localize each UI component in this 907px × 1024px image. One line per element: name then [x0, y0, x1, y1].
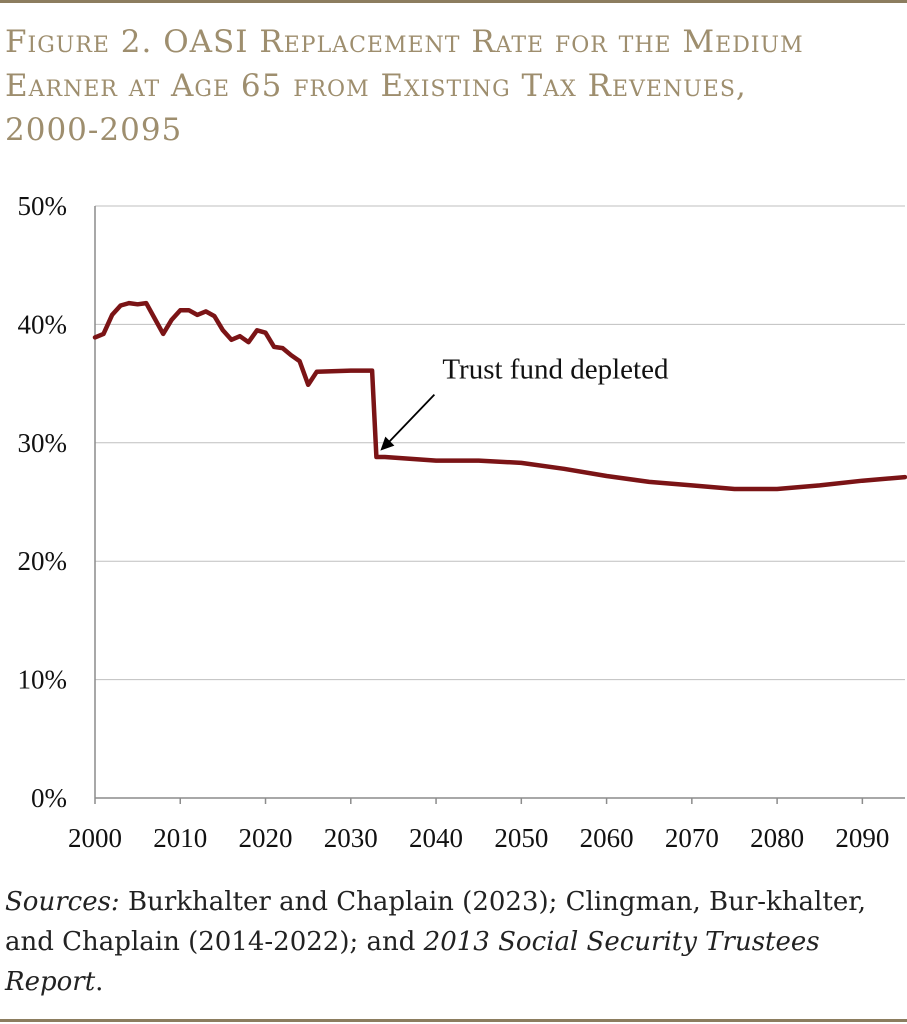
y-tick-label: 0%: [31, 783, 67, 813]
annotation-arrow-line: [387, 394, 436, 444]
y-tick-label: 20%: [18, 546, 68, 576]
bottom-rule: [0, 1019, 907, 1022]
x-tick-label: 2080: [750, 823, 804, 853]
title-line-3: 2000-2095: [5, 112, 183, 148]
y-tick-label: 50%: [18, 191, 68, 221]
annotation-group: Trust fund depleted: [380, 354, 669, 451]
title-line-1: Figure 2. OASI Replacement Rate for the …: [5, 24, 804, 60]
x-tick-label: 2010: [153, 823, 207, 853]
chart-title: Figure 2. OASI Replacement Rate for the …: [5, 20, 905, 152]
y-tick-label: 40%: [18, 309, 68, 339]
source-end: .: [95, 967, 104, 997]
annotation-arrow-head: [380, 436, 395, 451]
x-tick-label: 2040: [409, 823, 463, 853]
line-chart: 0%10%20%30%40%50% 2000 2010 2020 2030 2040 20…: [18, 191, 907, 853]
x-tick-label: 2060: [580, 823, 634, 853]
x-tick-label: 2020: [239, 823, 293, 853]
axes: [94, 206, 905, 804]
x-tick-label: 2070: [665, 823, 719, 853]
series-line: [92, 300, 907, 492]
x-tick-label: 2030: [324, 823, 378, 853]
y-tick-label: 10%: [18, 665, 68, 695]
x-tick-label: 2000: [68, 823, 122, 853]
x-tick-labels: 2000 2010 2020 2030 2040 2050 2060 2070 2080 2090: [68, 823, 889, 853]
title-line-2: Earner at Age 65 from Existing Tax Reven…: [5, 68, 747, 104]
gridlines: [95, 205, 905, 681]
source-note: Sources: Burkhalter and Chaplain (2023);…: [5, 882, 900, 1002]
source-lead: Sources:: [5, 887, 120, 917]
y-tick-label: 30%: [18, 428, 68, 458]
top-rule: [0, 0, 907, 3]
x-tick-label: 2050: [494, 823, 548, 853]
annotation-label: Trust fund depleted: [442, 354, 669, 386]
y-tick-labels: 0% 10% 20% 30% 40% 50%: [18, 191, 68, 813]
series-group: [92, 300, 907, 492]
x-tick-label: 2090: [835, 823, 889, 853]
source-body: Burkhalter and Chaplain (2023); Clingman…: [5, 887, 867, 957]
source-report: 2013 Social Security Trustees Report: [5, 927, 820, 997]
